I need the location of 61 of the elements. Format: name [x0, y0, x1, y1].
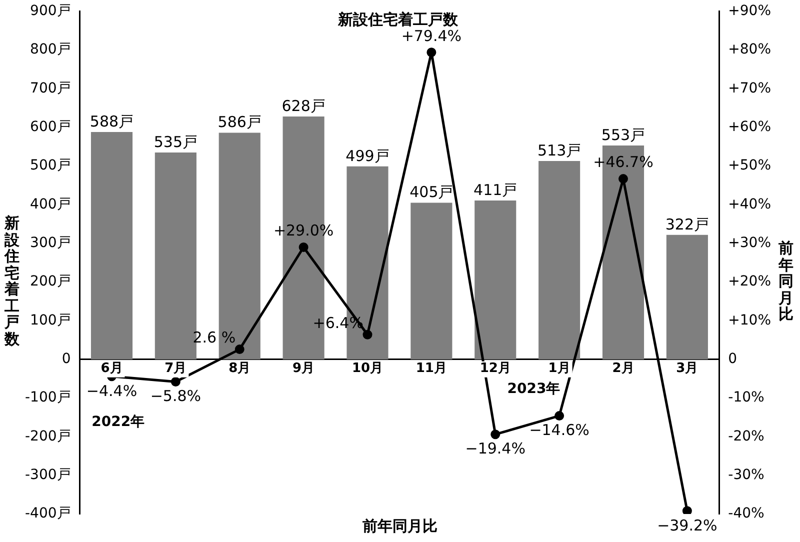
y2-tick-label: +90% — [728, 3, 772, 20]
data-label: −5.8% — [150, 387, 202, 406]
data-label: 588戸 — [90, 112, 134, 130]
data-label: −39.2% — [657, 516, 718, 534]
y2-tick-label: +60% — [728, 119, 772, 136]
y-tick-label: 200戸 — [30, 274, 71, 290]
annotation: 2022年 — [92, 414, 145, 430]
data-label: 499戸 — [346, 146, 390, 165]
x-tick-label: 3月 — [676, 361, 698, 376]
x-tick-label: 8月 — [228, 361, 251, 376]
y-tick-label: 600戸 — [30, 119, 71, 136]
y-tick-label: 400戸 — [30, 196, 71, 212]
data-label: 513戸 — [537, 141, 582, 160]
y-tick-label: 900戸 — [30, 3, 71, 20]
annotation: 2023年 — [507, 380, 560, 397]
y2-tick-label: +40% — [728, 196, 772, 212]
y-tick-label: -100戸 — [24, 390, 71, 406]
y2-tick-label: +20% — [728, 274, 772, 290]
y-axis-title: 新設住宅着工戸数 — [4, 214, 20, 348]
y2-tick-label: +70% — [728, 80, 772, 96]
x-tick-label: 9月 — [292, 361, 315, 376]
x-tick-label: 7月 — [164, 361, 187, 376]
y-tick-label: 0 — [62, 350, 71, 367]
data-label: 586戸 — [218, 113, 262, 132]
y2-tick-label: +10% — [728, 312, 772, 328]
x-tick-label: 2月 — [612, 361, 634, 376]
y-tick-label: 500戸 — [30, 158, 71, 174]
y-tick-label: 300戸 — [30, 235, 71, 252]
y2-tick-label: -40% — [728, 506, 764, 522]
data-label: 553戸 — [601, 126, 646, 144]
y-tick-label: 100戸 — [30, 312, 71, 328]
y2-tick-label: +50% — [728, 158, 772, 174]
y-tick-label: 800戸 — [30, 42, 71, 58]
data-label: +79.4% — [401, 26, 462, 45]
data-label: 2.6 % — [192, 328, 236, 347]
data-label: −4.4% — [86, 382, 138, 400]
y2-tick-label: +80% — [728, 42, 772, 58]
y2-tick-label: -10% — [728, 390, 764, 406]
y2-tick-label: -20% — [728, 428, 764, 444]
x-tick-label: 6月 — [100, 361, 123, 376]
y-tick-label: -400戸 — [24, 506, 71, 522]
data-label: 535戸 — [154, 132, 198, 151]
data-label: 411戸 — [474, 180, 518, 199]
y-tick-label: -200戸 — [24, 428, 71, 444]
data-label: −19.4% — [465, 440, 526, 458]
x-tick-label: 12月 — [480, 361, 511, 376]
x-tick-label: 10月 — [352, 361, 384, 376]
x-tick-label: 1月 — [548, 361, 570, 376]
data-label: 405戸 — [410, 183, 454, 202]
y-tick-label: 700戸 — [30, 80, 71, 96]
data-label: −14.6% — [529, 421, 590, 440]
y2-tick-label: -30% — [728, 466, 764, 483]
y2-tick-label: 0 — [728, 350, 738, 367]
x-axis-title: 前年同月比 — [362, 517, 438, 535]
x-tick-label: 11月 — [416, 361, 447, 376]
y2-tick-label: +30% — [728, 235, 772, 252]
y2-axis-title: 前年同月比 — [778, 239, 794, 323]
chart-title: 新設住宅着工戸数 — [337, 10, 459, 28]
y-tick-label: -300戸 — [24, 466, 71, 483]
data-label: 628戸 — [282, 96, 326, 115]
data-label: 322戸 — [665, 215, 710, 234]
